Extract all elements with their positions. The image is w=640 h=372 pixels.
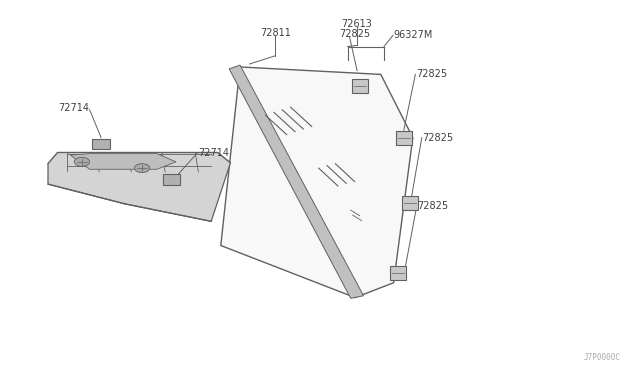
Text: 72714: 72714 bbox=[198, 148, 229, 158]
Text: 72714: 72714 bbox=[58, 103, 89, 113]
Polygon shape bbox=[229, 65, 364, 298]
Text: 72825: 72825 bbox=[417, 202, 449, 211]
FancyBboxPatch shape bbox=[396, 131, 412, 145]
FancyBboxPatch shape bbox=[402, 196, 418, 210]
FancyBboxPatch shape bbox=[92, 139, 110, 149]
Circle shape bbox=[134, 164, 150, 173]
Polygon shape bbox=[48, 153, 230, 221]
Polygon shape bbox=[48, 153, 230, 172]
FancyBboxPatch shape bbox=[390, 266, 406, 280]
Text: 72825: 72825 bbox=[422, 133, 454, 142]
Text: 96327M: 96327M bbox=[394, 31, 433, 40]
Text: 72613: 72613 bbox=[342, 19, 372, 29]
Polygon shape bbox=[70, 154, 176, 169]
FancyBboxPatch shape bbox=[352, 79, 369, 93]
Text: 72811: 72811 bbox=[260, 29, 291, 38]
Circle shape bbox=[74, 157, 90, 166]
Polygon shape bbox=[221, 67, 413, 298]
Text: 72825: 72825 bbox=[339, 29, 371, 39]
FancyBboxPatch shape bbox=[163, 174, 180, 185]
Text: 72825: 72825 bbox=[416, 70, 447, 79]
Text: J7P0000C: J7P0000C bbox=[584, 353, 621, 362]
